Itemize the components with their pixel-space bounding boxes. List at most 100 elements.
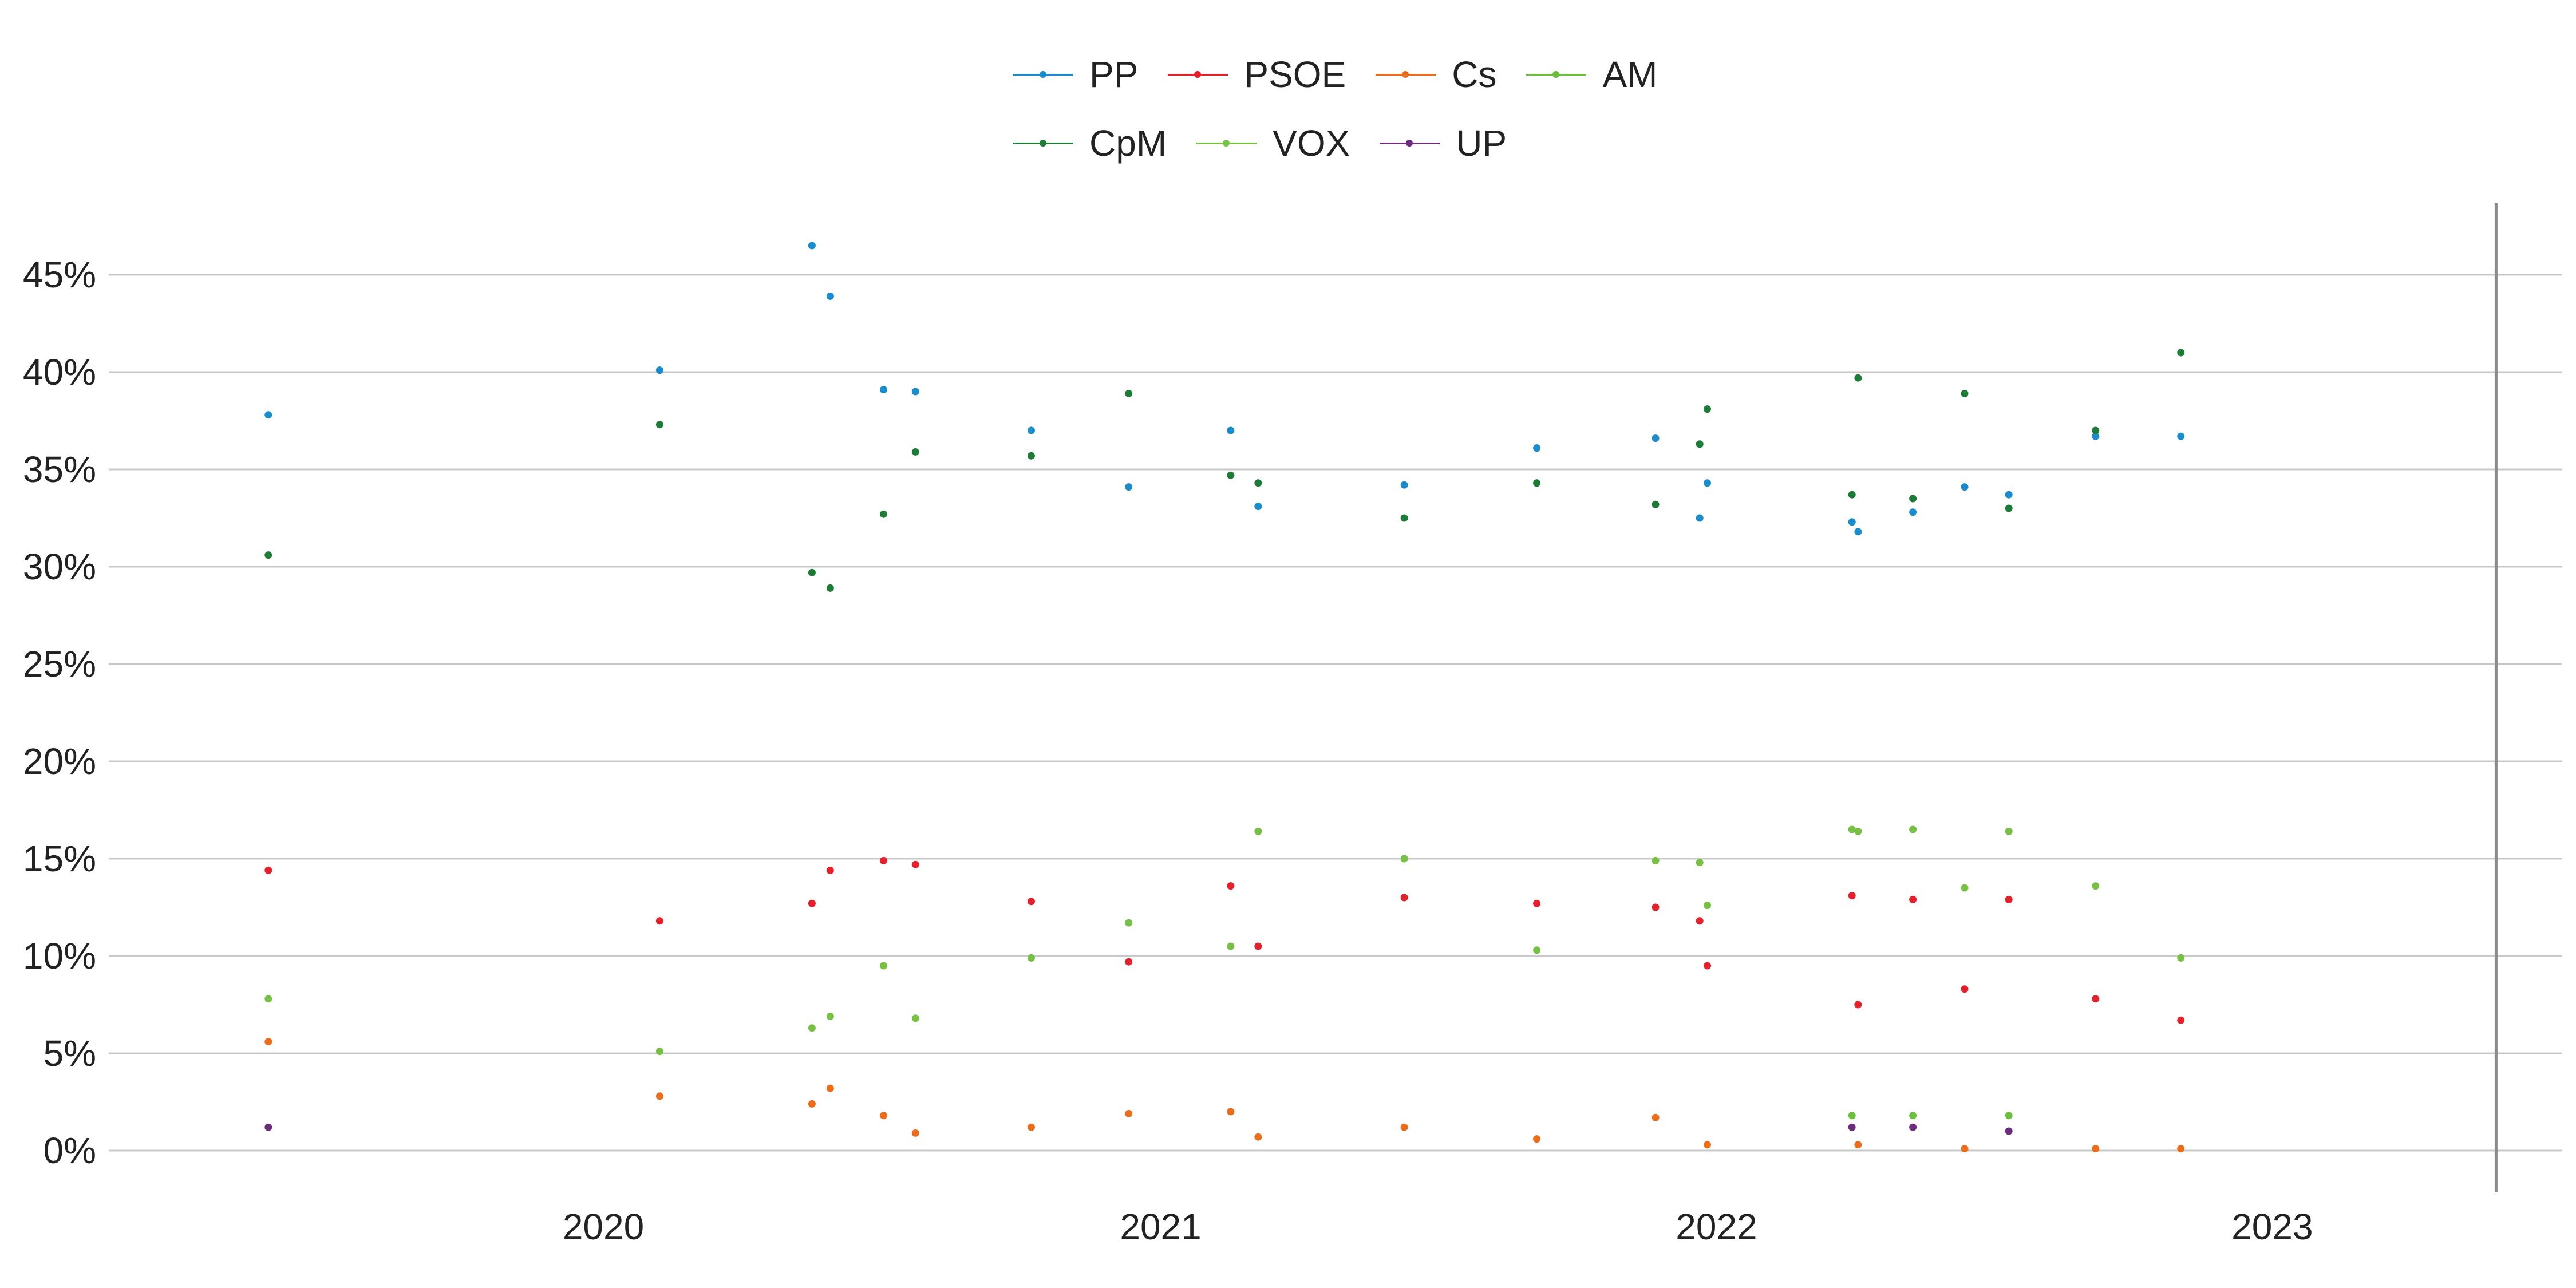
legend: PP PSOE Cs AM [1013, 40, 1700, 177]
data-point-psoe [1909, 895, 1917, 903]
data-point-pp [1961, 483, 1969, 491]
data-point-cs [879, 1112, 887, 1120]
data-point-cpm [1027, 452, 1035, 460]
y-tick-label: 5% [44, 1033, 97, 1074]
data-point-vox [1854, 827, 1862, 835]
data-point-psoe [879, 856, 887, 864]
data-point-cs [1652, 1113, 1660, 1121]
legend-item-pp: PP [1013, 56, 1138, 93]
data-point-pp [1400, 481, 1408, 489]
y-tick-label: 20% [23, 741, 96, 782]
data-point-cs [1704, 1141, 1711, 1149]
data-point-psoe [1961, 985, 1969, 993]
data-point-psoe [1227, 882, 1235, 890]
data-point-psoe [1854, 1001, 1862, 1009]
legend-item-vox: VOX [1196, 125, 1350, 161]
data-point-cs [808, 1100, 816, 1108]
data-point-am [1848, 1112, 1856, 1120]
data-point-psoe [1254, 942, 1262, 950]
data-point-cpm [1909, 495, 1917, 503]
data-point-cs [1400, 1123, 1408, 1131]
series-pp [264, 242, 2185, 536]
data-point-psoe [1696, 917, 1704, 925]
x-tick-label: 2022 [1676, 1206, 1757, 1247]
legend-dot-cpm [1040, 140, 1046, 147]
data-point-vox [2177, 954, 2185, 962]
series-cs [264, 1038, 2185, 1153]
data-point-pp [879, 386, 887, 394]
data-point-psoe [1400, 894, 1408, 902]
data-point-cs [655, 1092, 663, 1100]
x-axis-tick-labels: 2020 2021 2022 2023 [563, 1206, 2313, 1247]
data-point-cpm [2092, 426, 2100, 434]
y-tick-label: 15% [23, 838, 96, 879]
data-point-psoe [1533, 899, 1541, 907]
data-point-vox [655, 1048, 663, 1056]
data-point-pp [911, 388, 919, 396]
y-tick-label: 25% [23, 643, 96, 685]
data-point-psoe [808, 899, 816, 907]
legend-dot-vox [1223, 140, 1230, 147]
data-point-cpm [2177, 349, 2185, 357]
data-point-cpm [1704, 405, 1711, 413]
data-point-pp [264, 411, 272, 419]
legend-label-cpm: CpM [1089, 123, 1167, 164]
data-point-cpm [1652, 500, 1660, 508]
x-tick-label: 2021 [1120, 1206, 1201, 1247]
data-point-am [1909, 1112, 1917, 1120]
data-point-vox [808, 1024, 816, 1032]
legend-dot-pp [1040, 71, 1046, 78]
legend-swatch-am [1526, 69, 1587, 80]
data-point-cs [1254, 1133, 1262, 1141]
data-point-cpm [1961, 389, 1969, 397]
data-point-pp [1227, 426, 1235, 434]
data-point-cs [826, 1084, 834, 1092]
data-point-up [1848, 1123, 1856, 1131]
data-point-psoe [826, 866, 834, 874]
y-tick-label: 0% [44, 1130, 97, 1171]
data-point-pp [1027, 426, 1035, 434]
data-point-cpm [1854, 374, 1862, 382]
y-tick-label: 45% [23, 254, 96, 295]
legend-item-psoe: PSOE [1168, 56, 1346, 93]
data-point-cpm [808, 568, 816, 576]
data-point-pp [1848, 518, 1856, 526]
data-point-cpm [826, 584, 834, 592]
legend-dot-up [1406, 140, 1413, 147]
series-cpm [264, 349, 2185, 592]
data-point-vox [1254, 827, 1262, 835]
legend-row: CpM VOX UP [1013, 109, 1700, 177]
y-tick-label: 30% [23, 546, 96, 587]
data-point-vox [1696, 859, 1704, 867]
data-point-pp [1696, 514, 1704, 522]
legend-row: PP PSOE Cs AM [1013, 40, 1700, 109]
data-point-psoe [264, 866, 272, 874]
data-point-up [264, 1123, 272, 1131]
y-tick-label: 10% [23, 935, 96, 977]
data-point-cs [1533, 1135, 1541, 1143]
legend-swatch-vox [1196, 137, 1257, 149]
legend-swatch-psoe [1168, 69, 1228, 80]
legend-item-am: AM [1526, 56, 1657, 93]
data-point-cs [911, 1129, 919, 1137]
data-point-psoe [1125, 958, 1133, 966]
y-axis-tick-labels: 0% 5% 10% 15% 20% 25% 30% 35% 40% 45% [23, 254, 96, 1171]
gridlines [109, 274, 2562, 1152]
data-point-pp [1533, 444, 1541, 452]
data-point-pp [2092, 432, 2100, 440]
data-point-pp [1854, 528, 1862, 536]
legend-label-psoe: PSOE [1244, 54, 1346, 95]
legend-swatch-pp [1013, 69, 1073, 80]
data-point-vox [2092, 882, 2100, 890]
data-point-vox [1027, 954, 1035, 962]
data-point-pp [655, 366, 663, 374]
data-point-cpm [2005, 504, 2013, 512]
data-point-pp [1254, 503, 1262, 511]
legend-label-vox: VOX [1273, 123, 1350, 164]
data-point-am [2005, 1112, 2013, 1120]
data-point-pp [826, 292, 834, 300]
y-tick-label: 40% [23, 351, 96, 393]
data-point-vox [1961, 884, 1969, 892]
series-up [264, 1123, 2013, 1135]
